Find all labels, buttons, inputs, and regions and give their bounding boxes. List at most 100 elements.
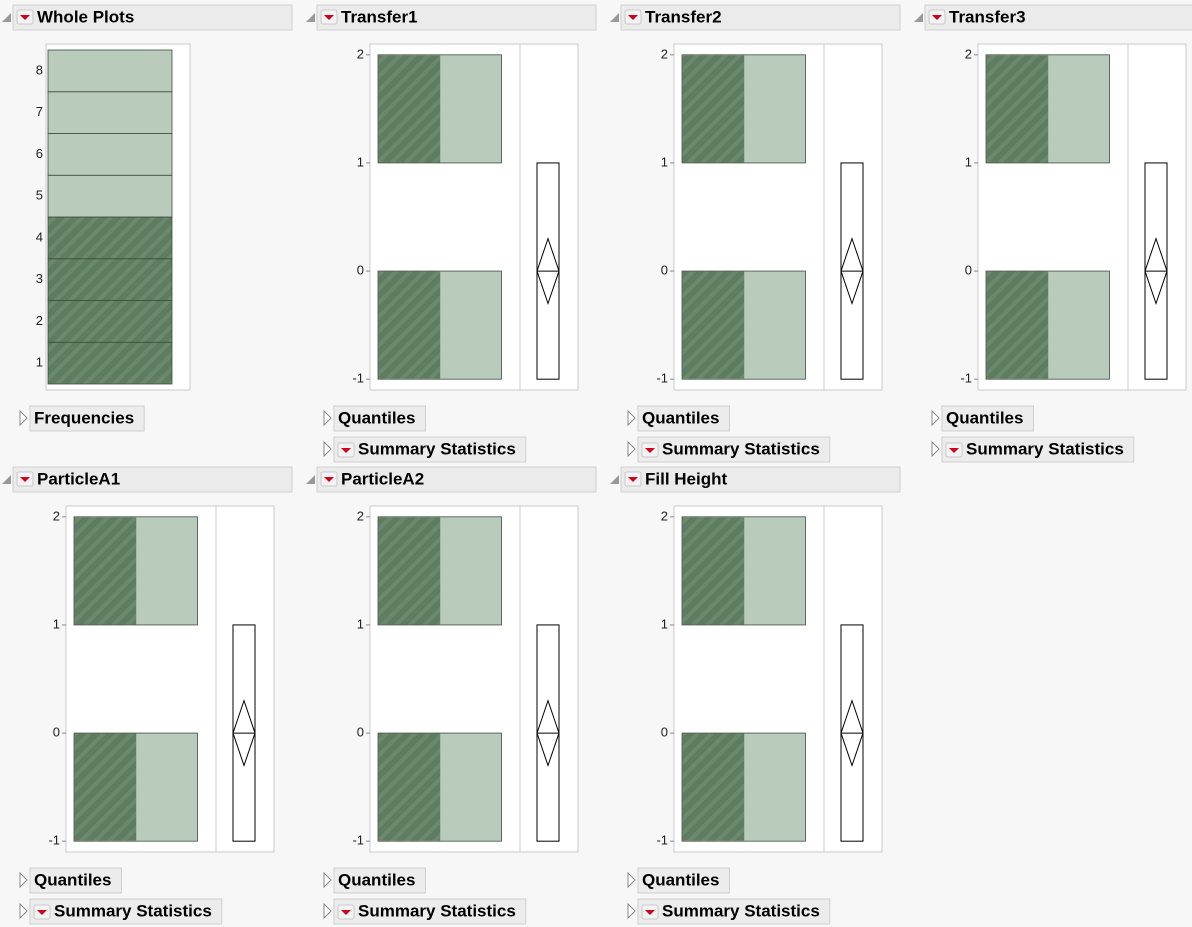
frequency-bar bbox=[47, 258, 173, 301]
panel-title: Transfer3 bbox=[949, 7, 1026, 26]
selected-bar bbox=[986, 271, 1049, 379]
button-label: Quantiles bbox=[642, 408, 719, 427]
y-tick-label: 1 bbox=[357, 154, 364, 169]
selected-bar bbox=[378, 517, 441, 625]
y-tick-label: 0 bbox=[965, 263, 972, 278]
outline-button[interactable] bbox=[637, 898, 831, 925]
disclosure-icon[interactable] bbox=[19, 409, 28, 427]
button-label: Summary Statistics bbox=[966, 439, 1124, 458]
collapse-icon[interactable] bbox=[306, 13, 315, 22]
disclosure-icon[interactable] bbox=[19, 902, 28, 920]
frequency-bar bbox=[47, 216, 173, 260]
frequency-bar bbox=[47, 174, 173, 218]
category-label: 4 bbox=[36, 229, 43, 244]
disclosure-icon[interactable] bbox=[19, 871, 28, 889]
category-label: 7 bbox=[36, 104, 43, 119]
menu-icon bbox=[341, 448, 351, 453]
outline-button[interactable] bbox=[29, 898, 223, 925]
outline-button[interactable] bbox=[29, 867, 122, 894]
outline-header bbox=[12, 466, 293, 493]
button-label: Summary Statistics bbox=[358, 439, 516, 458]
button-label: Quantiles bbox=[946, 408, 1023, 427]
disclosure-icon[interactable] bbox=[323, 409, 332, 427]
disclosure-icon[interactable] bbox=[627, 871, 636, 889]
menu-icon bbox=[20, 477, 30, 482]
frequency-bar bbox=[47, 91, 173, 134]
collapse-icon[interactable] bbox=[610, 13, 619, 22]
mean-diamond bbox=[1144, 237, 1168, 306]
y-tick-label: -1 bbox=[48, 833, 60, 848]
menu-icon bbox=[628, 477, 638, 482]
collapse-icon[interactable] bbox=[914, 13, 923, 22]
panel-title: Transfer2 bbox=[645, 7, 722, 26]
category-label: 5 bbox=[36, 188, 43, 203]
selected-bar bbox=[378, 55, 441, 163]
menu-icon bbox=[645, 910, 655, 915]
disclosure-icon[interactable] bbox=[627, 440, 636, 458]
category-label: 6 bbox=[36, 146, 43, 161]
collapse-icon[interactable] bbox=[610, 475, 619, 484]
category-label: 8 bbox=[36, 62, 43, 77]
selected-bar bbox=[986, 55, 1049, 163]
y-tick-label: 2 bbox=[661, 508, 668, 523]
y-tick-label: -1 bbox=[352, 371, 364, 386]
outline-button[interactable] bbox=[637, 405, 730, 432]
mean-diamond bbox=[232, 699, 256, 768]
outline-button[interactable] bbox=[333, 405, 426, 432]
collapse-icon[interactable] bbox=[2, 475, 11, 484]
button-label: Summary Statistics bbox=[662, 439, 820, 458]
y-tick-label: -1 bbox=[656, 833, 668, 848]
button-label: Frequencies bbox=[34, 408, 134, 427]
outline-button[interactable] bbox=[333, 436, 527, 463]
collapse-icon[interactable] bbox=[2, 13, 11, 22]
frequency-bar bbox=[47, 133, 173, 176]
outline-button[interactable] bbox=[637, 436, 831, 463]
outline-button[interactable] bbox=[637, 867, 730, 894]
menu-icon bbox=[37, 910, 47, 915]
mean-diamond bbox=[840, 237, 864, 306]
button-label: Quantiles bbox=[338, 870, 415, 889]
menu-icon bbox=[324, 477, 334, 482]
panel-title: Whole Plots bbox=[37, 7, 134, 26]
y-tick-label: 0 bbox=[661, 725, 668, 740]
disclosure-icon[interactable] bbox=[323, 902, 332, 920]
category-label: 1 bbox=[36, 355, 43, 370]
button-label: Summary Statistics bbox=[358, 901, 516, 920]
outline-header bbox=[924, 4, 1192, 31]
disclosure-icon[interactable] bbox=[627, 902, 636, 920]
button-label: Summary Statistics bbox=[54, 901, 212, 920]
y-tick-label: 2 bbox=[357, 46, 364, 61]
menu-icon bbox=[20, 15, 30, 20]
menu-icon bbox=[645, 448, 655, 453]
disclosure-icon[interactable] bbox=[323, 871, 332, 889]
y-tick-label: 0 bbox=[53, 725, 60, 740]
selected-bar bbox=[74, 733, 137, 841]
menu-icon bbox=[932, 15, 942, 20]
y-tick-label: 1 bbox=[661, 154, 668, 169]
menu-icon bbox=[949, 448, 959, 453]
disclosure-icon[interactable] bbox=[931, 440, 940, 458]
panel-title: Transfer1 bbox=[341, 7, 418, 26]
outline-button[interactable] bbox=[333, 898, 527, 925]
outline-button[interactable] bbox=[29, 405, 145, 432]
outline-button[interactable] bbox=[941, 405, 1034, 432]
disclosure-icon[interactable] bbox=[931, 409, 940, 427]
selected-bar bbox=[682, 271, 745, 379]
y-tick-label: 0 bbox=[357, 263, 364, 278]
outline-header bbox=[620, 4, 901, 31]
outline-button[interactable] bbox=[941, 436, 1135, 463]
collapse-icon[interactable] bbox=[306, 475, 315, 484]
panel-title: ParticleA2 bbox=[341, 469, 424, 488]
outline-header bbox=[316, 466, 597, 493]
y-tick-label: 1 bbox=[357, 616, 364, 631]
category-label: 3 bbox=[36, 271, 43, 286]
outline-header bbox=[620, 466, 901, 493]
y-tick-label: -1 bbox=[960, 371, 972, 386]
disclosure-icon[interactable] bbox=[627, 409, 636, 427]
outline-button[interactable] bbox=[333, 867, 426, 894]
menu-icon bbox=[324, 15, 334, 20]
button-label: Quantiles bbox=[34, 870, 111, 889]
y-tick-label: 1 bbox=[53, 616, 60, 631]
disclosure-icon[interactable] bbox=[323, 440, 332, 458]
